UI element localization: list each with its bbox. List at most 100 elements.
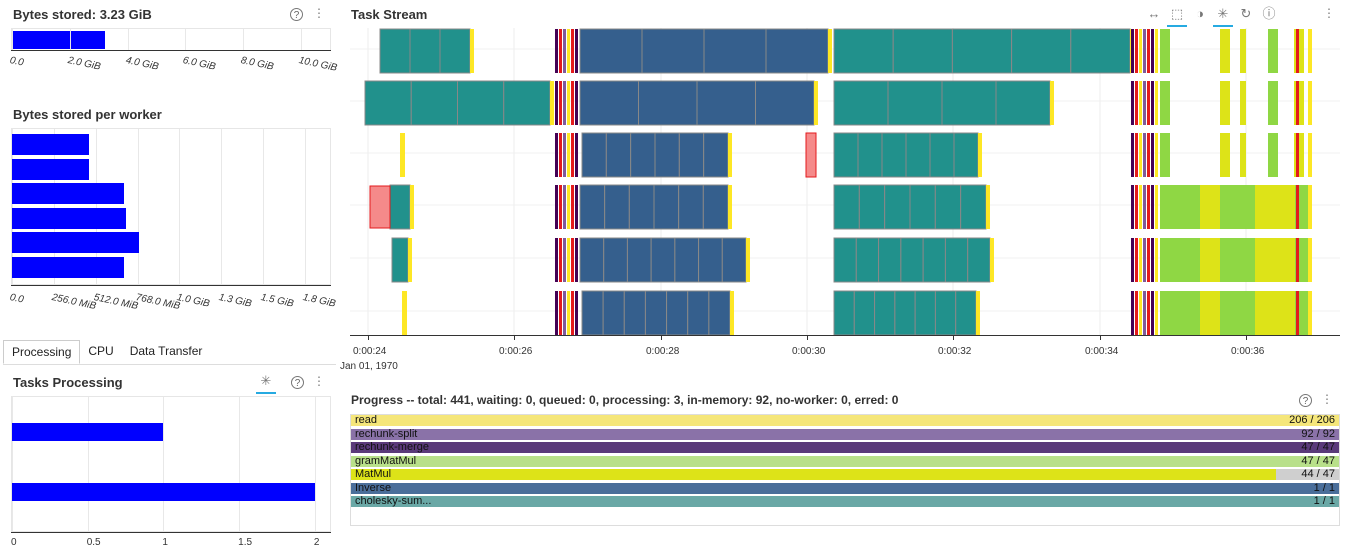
task-rect[interactable] xyxy=(400,133,405,177)
task-rect[interactable] xyxy=(439,28,471,74)
task-rect[interactable] xyxy=(833,28,894,74)
worker-bar[interactable] xyxy=(12,134,89,155)
task-rect[interactable] xyxy=(638,80,698,126)
task-rect[interactable] xyxy=(746,238,750,282)
wheel-zoom-icon[interactable]: ◑ xyxy=(1196,6,1204,21)
task-rect[interactable] xyxy=(986,185,990,229)
task-rect[interactable] xyxy=(1240,29,1246,73)
task-stream-plot[interactable] xyxy=(350,28,1340,335)
task-rect[interactable] xyxy=(909,184,936,230)
task-rect[interactable] xyxy=(1151,29,1154,73)
worker-bar[interactable] xyxy=(12,232,140,253)
task-rect[interactable] xyxy=(409,28,441,74)
tab-data-transfer[interactable]: Data Transfer xyxy=(129,344,203,358)
task-rect[interactable] xyxy=(408,238,412,282)
task-rect[interactable] xyxy=(1255,238,1295,282)
progress-row[interactable]: rechunk-split 92 / 92 xyxy=(351,428,1339,440)
task-rect[interactable] xyxy=(555,81,558,125)
task-rect[interactable] xyxy=(1155,291,1158,335)
task-rect[interactable] xyxy=(571,133,574,177)
processing-bar[interactable] xyxy=(12,423,164,441)
task-rect[interactable] xyxy=(1139,29,1142,73)
task-rect[interactable] xyxy=(1139,291,1142,335)
progress-row[interactable]: Inverse 1 / 1 xyxy=(351,482,1339,494)
task-rect[interactable] xyxy=(1143,29,1146,73)
task-rect[interactable] xyxy=(391,237,409,283)
task-rect[interactable] xyxy=(703,132,729,178)
tap-icon[interactable]: ✳ xyxy=(1213,5,1233,27)
task-rect[interactable] xyxy=(1160,133,1170,177)
task-rect[interactable] xyxy=(1135,291,1138,335)
task-rect[interactable] xyxy=(1155,185,1158,229)
task-rect[interactable] xyxy=(1050,81,1054,125)
task-rect[interactable] xyxy=(934,290,957,335)
task-rect[interactable] xyxy=(833,237,857,283)
task-rect[interactable] xyxy=(1268,81,1278,125)
task-rect[interactable] xyxy=(905,132,931,178)
task-rect[interactable] xyxy=(1151,133,1154,177)
task-rect[interactable] xyxy=(579,28,643,74)
task-rect[interactable] xyxy=(1240,133,1246,177)
task-rect[interactable] xyxy=(833,80,889,126)
task-rect[interactable] xyxy=(1296,133,1299,177)
task-rect[interactable] xyxy=(978,133,982,177)
task-rect[interactable] xyxy=(575,185,578,229)
task-rect[interactable] xyxy=(721,237,747,283)
task-rect[interactable] xyxy=(1131,29,1134,73)
task-rect[interactable] xyxy=(571,81,574,125)
task-rect[interactable] xyxy=(567,185,570,229)
task-rect[interactable] xyxy=(1139,185,1142,229)
task-rect[interactable] xyxy=(1143,238,1146,282)
task-rect[interactable] xyxy=(1160,81,1170,125)
tab-cpu[interactable]: CPU xyxy=(88,344,114,358)
task-rect[interactable] xyxy=(559,291,562,335)
task-rect[interactable] xyxy=(579,237,605,283)
task-rect[interactable] xyxy=(579,184,606,230)
task-rect[interactable] xyxy=(575,291,578,335)
task-rect[interactable] xyxy=(1151,291,1154,335)
task-rect[interactable] xyxy=(1296,238,1299,282)
task-rect[interactable] xyxy=(1131,133,1134,177)
task-rect[interactable] xyxy=(1155,81,1158,125)
task-rect[interactable] xyxy=(1308,185,1312,229)
task-rect[interactable] xyxy=(995,80,1051,126)
worker-bar[interactable] xyxy=(12,207,126,229)
task-rect[interactable] xyxy=(1255,291,1295,335)
task-rect[interactable] xyxy=(814,81,818,125)
task-rect[interactable] xyxy=(728,133,732,177)
task-rect[interactable] xyxy=(853,290,876,335)
task-rect[interactable] xyxy=(828,29,832,73)
task-rect[interactable] xyxy=(703,28,767,74)
task-rect[interactable] xyxy=(604,184,630,230)
task-rect[interactable] xyxy=(1296,29,1299,73)
task-rect[interactable] xyxy=(702,184,729,230)
progress-row[interactable]: read 206 / 206 xyxy=(351,415,1339,426)
task-rect[interactable] xyxy=(833,290,855,335)
task-rect[interactable] xyxy=(457,80,505,126)
task-rect[interactable] xyxy=(641,28,705,74)
task-rect[interactable] xyxy=(884,184,911,230)
task-rect[interactable] xyxy=(1139,133,1142,177)
task-rect[interactable] xyxy=(687,290,710,335)
task-rect[interactable] xyxy=(1200,238,1220,282)
task-rect[interactable] xyxy=(1220,238,1255,282)
task-rect[interactable] xyxy=(575,238,578,282)
task-rect[interactable] xyxy=(1296,81,1299,125)
task-rect[interactable] xyxy=(894,290,916,335)
task-rect[interactable] xyxy=(728,185,732,229)
task-rect[interactable] xyxy=(1143,185,1146,229)
task-rect[interactable] xyxy=(1011,28,1072,74)
task-rect[interactable] xyxy=(855,237,880,283)
task-rect[interactable] xyxy=(914,290,936,335)
task-rect[interactable] xyxy=(1139,238,1142,282)
task-rect[interactable] xyxy=(563,81,566,125)
task-rect[interactable] xyxy=(765,28,829,74)
task-rect[interactable] xyxy=(410,185,414,229)
task-rect[interactable] xyxy=(955,290,977,335)
task-rect[interactable] xyxy=(1143,81,1146,125)
task-rect[interactable] xyxy=(960,184,987,230)
task-rect[interactable] xyxy=(623,290,646,335)
task-rect[interactable] xyxy=(555,291,558,335)
task-rect[interactable] xyxy=(1070,28,1131,74)
task-rect[interactable] xyxy=(1155,29,1158,73)
